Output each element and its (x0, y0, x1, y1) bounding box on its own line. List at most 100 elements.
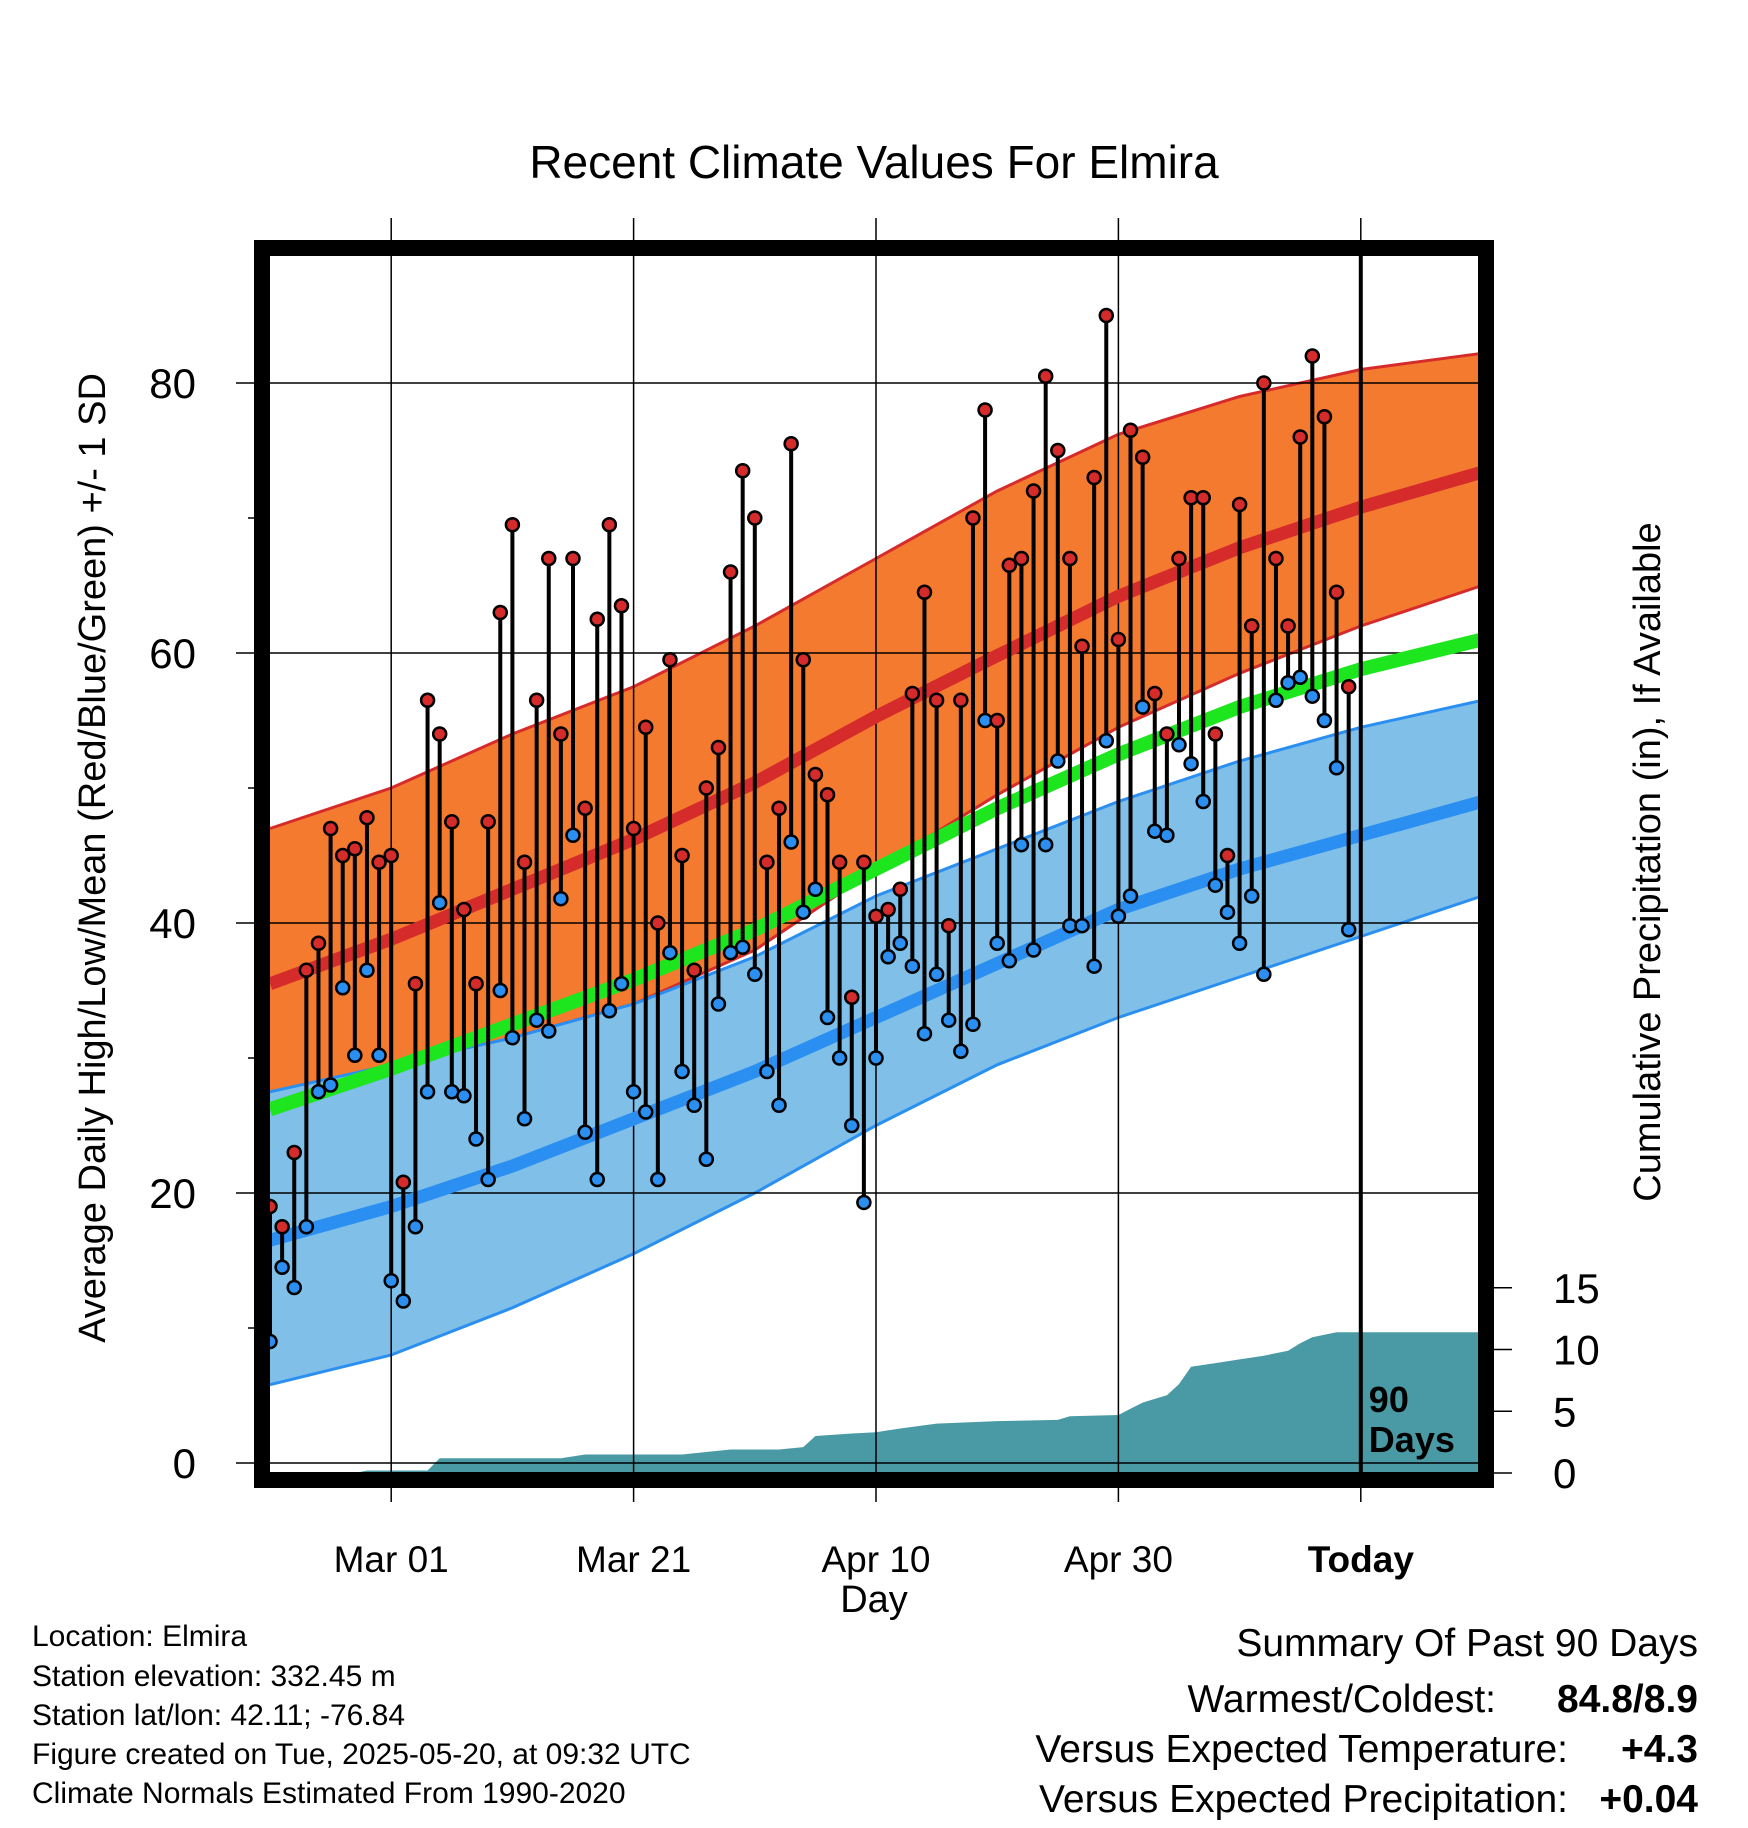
daily-low-point (431, 895, 448, 911)
daily-high-point (541, 550, 557, 567)
daily-low-point (1268, 692, 1284, 708)
summary-heading: Summary Of Past 90 Days (1236, 1622, 1698, 1665)
y-left-tick-label: 80 (149, 360, 196, 407)
daily-high-point (383, 847, 399, 864)
daily-high-point (722, 564, 739, 580)
x-tick-label: Apr 30 (1064, 1539, 1173, 1580)
daily-low-point (322, 1077, 339, 1093)
daily-high-point (686, 962, 702, 978)
daily-high-point (431, 726, 448, 742)
daily-low-point (856, 1194, 872, 1211)
daily-low-point (371, 1047, 387, 1064)
daily-high-point (953, 692, 969, 708)
summary-panel: Summary Of Past 90 Days Warmest/Coldest:… (1035, 1622, 1698, 1821)
daily-low-point (892, 935, 908, 951)
daily-low-point (1001, 953, 1018, 969)
daily-low-point (880, 949, 896, 965)
x-tick-label: Today (1308, 1539, 1415, 1580)
info-created: Figure created on Tue, 2025-05-20, at 09… (32, 1738, 691, 1771)
high-normal-line (267, 465, 1484, 990)
daily-high-point (334, 847, 351, 864)
daily-low-point (722, 944, 739, 961)
daily-low-point (480, 1171, 496, 1188)
daily-high-point (856, 854, 872, 870)
daily-high-point (1354, 0, 1367, 7)
chart-title: Recent Climate Values For Elmira (529, 136, 1219, 188)
daily-low-point (795, 904, 812, 920)
x-tick-label: Apr 10 (821, 1539, 930, 1580)
daily-high-point (1231, 496, 1248, 513)
daily-low-point (1304, 688, 1321, 704)
daily-low-point (662, 944, 678, 961)
daily-low-point (541, 1023, 557, 1039)
daily-high-point (371, 854, 387, 870)
daily-high-point (1207, 726, 1224, 742)
info-normals: Climate Normals Estimated From 1990-2020 (32, 1777, 626, 1810)
daily-high-point (1328, 584, 1345, 600)
daily-low-point (1231, 935, 1248, 951)
summary-warm-cold-label: Warmest/Coldest: (1188, 1678, 1496, 1721)
y-axis-right-label: Cumulative Precipitation (in), If Availa… (1627, 522, 1669, 1201)
daily-high-point (819, 787, 836, 803)
daily-low-point (904, 958, 921, 974)
daily-low-point (1328, 760, 1345, 776)
daily-high-point (674, 847, 690, 864)
daily-high-point (577, 800, 593, 816)
daily-high-point (965, 510, 981, 526)
daily-high-point (1340, 679, 1357, 695)
x-axis-label: Day (840, 1579, 908, 1621)
daily-low-point (1243, 888, 1260, 904)
daily-low-point (286, 1279, 302, 1296)
daily-high-point (1037, 368, 1054, 384)
daily-low-point (747, 966, 763, 983)
daily-high-point (516, 854, 533, 870)
info-elevation: Station elevation: 332.45 m (32, 1660, 396, 1693)
daily-high-point (1243, 618, 1260, 634)
y-axis-left-label: Average Daily High/Low/Mean (Red/Blue/Gr… (72, 373, 114, 1343)
daily-high-point (1122, 422, 1139, 438)
summary-warm-cold-value: 84.8/8.9 (1557, 1678, 1698, 1721)
daily-high-point (625, 820, 642, 837)
daily-low-point (1183, 755, 1199, 772)
daily-high-point (892, 881, 908, 897)
station-info: Location: Elmira Station elevation: 332.… (32, 1620, 691, 1810)
daily-high-point (916, 584, 933, 600)
daily-low-point (1340, 922, 1357, 938)
daily-dots (262, 0, 1367, 1350)
daily-low-point (1354, 0, 1367, 7)
plot-area (262, 0, 1486, 1480)
daily-high-point (940, 917, 957, 934)
daily-high-point (601, 517, 618, 533)
daily-high-point (1292, 429, 1308, 445)
y-right-tick-label: 10 (1553, 1327, 1600, 1374)
daily-low-point (1086, 958, 1102, 974)
daily-low-point (940, 1012, 957, 1028)
daily-low-point (468, 1131, 484, 1147)
daily-high-point (831, 854, 848, 870)
daily-low-point (407, 1219, 424, 1235)
daily-low-point (1292, 669, 1308, 686)
daily-high-point (1195, 490, 1211, 506)
daily-high-point (589, 611, 605, 627)
daily-low-point (965, 1016, 981, 1032)
daily-low-point (298, 1219, 315, 1235)
daily-high-point (613, 598, 630, 614)
daily-low-point (310, 1084, 327, 1100)
daily-high-point (286, 1144, 302, 1161)
daily-low-point (831, 1050, 848, 1066)
precip-area (270, 1332, 1482, 1473)
daily-high-point (844, 989, 860, 1005)
daily-high-point (1134, 449, 1151, 465)
daily-high-point (650, 915, 666, 931)
daily-low-point (516, 1111, 533, 1127)
daily-low-point (674, 1063, 690, 1080)
daily-high-point (698, 780, 715, 796)
y-left-tick-label: 60 (149, 630, 196, 677)
daily-high-point (1280, 618, 1296, 634)
daily-low-point (844, 1117, 860, 1134)
daily-high-point (565, 550, 581, 567)
daily-high-point (395, 1174, 412, 1190)
daily-low-point (613, 976, 630, 992)
daily-high-point (310, 935, 327, 951)
